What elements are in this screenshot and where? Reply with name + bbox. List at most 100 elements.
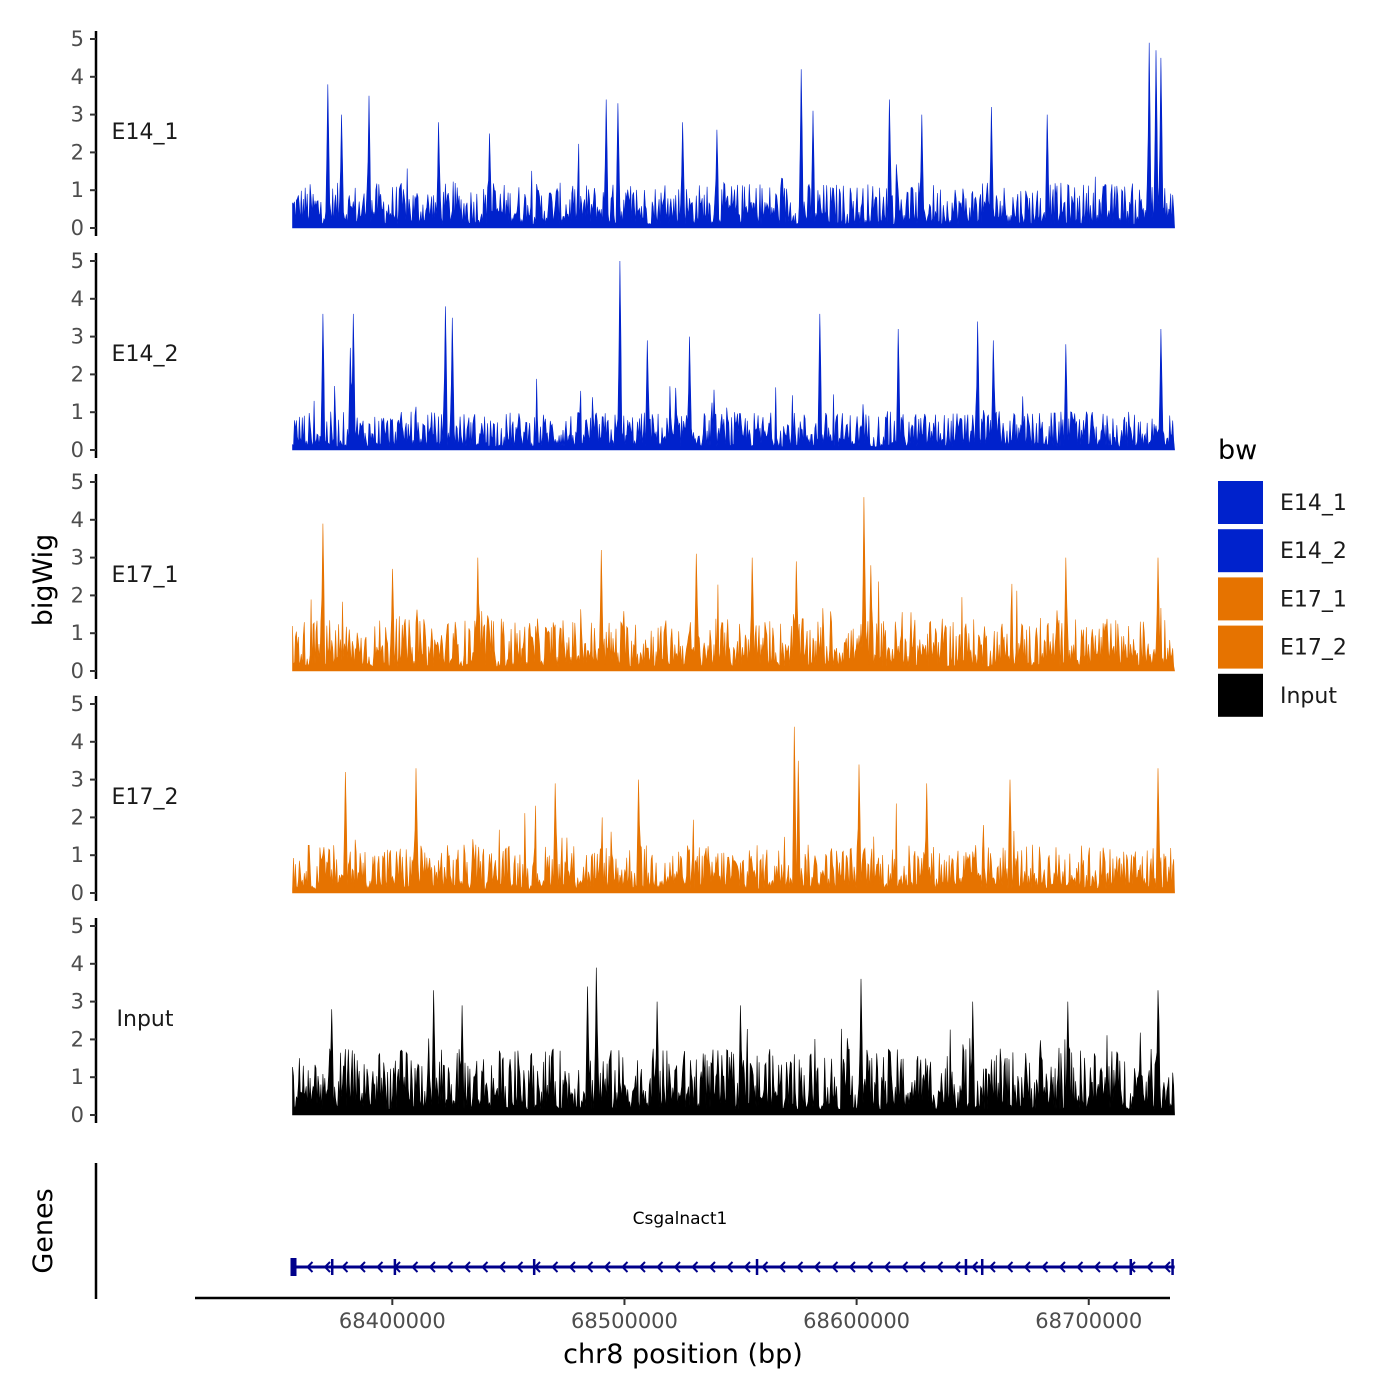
strand-arrow — [603, 1261, 611, 1273]
strand-arrow — [831, 1261, 839, 1273]
strand-arrow — [1076, 1261, 1084, 1273]
y-tick-label: 3 — [71, 546, 84, 570]
legend-swatch-e14_1 — [1218, 481, 1263, 524]
y-tick-label: 4 — [71, 65, 84, 89]
strand-arrow — [306, 1261, 314, 1273]
genes-panel: Genes Csgalnact1 — [28, 1163, 1175, 1299]
track-panel-e14_2: 0 1 2 3 4 5 E14_2 — [71, 249, 1175, 462]
coverage-area-e17_1 — [292, 497, 1175, 672]
y-tick-label: 5 — [71, 692, 84, 716]
y-tick-label: 5 — [71, 27, 84, 51]
track-label-e14_1: E14_1 — [112, 120, 179, 145]
y-tick-label: 0 — [71, 881, 84, 905]
y-tick-label: 5 — [71, 914, 84, 938]
strand-arrow — [341, 1261, 349, 1273]
track-panel-e17_1: 0 1 2 3 4 5 E17_1 — [71, 470, 1175, 683]
strand-arrow — [446, 1261, 454, 1273]
x-tick-label: 68500000 — [571, 1309, 678, 1333]
gene-exon — [755, 1259, 759, 1275]
strand-arrow — [796, 1261, 804, 1273]
track-panel-e17_2: 0 1 2 3 4 5 E17_2 — [71, 692, 1175, 905]
strand-arrow — [1058, 1261, 1066, 1273]
track-label-e17_1: E17_1 — [112, 563, 179, 588]
y-tick-label: 3 — [71, 990, 84, 1014]
gene-exon — [330, 1259, 334, 1275]
legend-label-e14_1: E14_1 — [1280, 491, 1347, 516]
genes-track-title: Genes — [28, 1188, 59, 1273]
strand-arrow — [901, 1261, 909, 1273]
y-tick-label: 1 — [71, 400, 84, 424]
gene-exon — [1171, 1259, 1174, 1275]
strand-arrow — [918, 1261, 926, 1273]
strand-arrow — [848, 1261, 856, 1273]
x-axis: 68400000 68500000 68600000 68700000 — [195, 1296, 1170, 1333]
y-tick-label: 2 — [71, 140, 84, 164]
strand-arrow — [323, 1261, 331, 1273]
strand-arrow — [971, 1261, 979, 1273]
y-tick-label: 4 — [71, 508, 84, 532]
strand-arrow — [883, 1261, 891, 1273]
y-tick-label: 3 — [71, 325, 84, 349]
strand-arrow — [936, 1261, 944, 1273]
strand-arrow — [1111, 1261, 1119, 1273]
strand-arrow — [376, 1261, 384, 1273]
strand-arrow — [673, 1261, 681, 1273]
y-tick-label: 1 — [71, 178, 84, 202]
strand-arrow — [551, 1261, 559, 1273]
strand-arrow — [1006, 1261, 1014, 1273]
legend-label-e17_1: E17_1 — [1280, 587, 1347, 612]
track-label-e14_2: E14_2 — [112, 342, 179, 367]
strand-arrow — [516, 1261, 524, 1273]
x-axis-title: chr8 position (bp) — [563, 1339, 803, 1370]
gene-exon — [980, 1259, 984, 1275]
strand-arrow — [1093, 1261, 1101, 1273]
strand-arrow — [621, 1261, 629, 1273]
track-panel-input: 0 1 2 3 4 5 Input — [71, 914, 1175, 1127]
strand-arrow — [393, 1261, 401, 1273]
coverage-area-e17_2 — [292, 726, 1175, 894]
strand-arrow — [498, 1261, 506, 1273]
y-tick-label: 5 — [71, 249, 84, 273]
coverage-area-input — [292, 967, 1175, 1116]
x-tick-label: 68400000 — [339, 1309, 446, 1333]
strand-arrow — [813, 1261, 821, 1273]
y-tick-label: 2 — [71, 583, 84, 607]
legend: bw E14_1 E14_2 E17_1 E17_2 Input — [1218, 435, 1347, 717]
legend-label-e17_2: E17_2 — [1280, 636, 1347, 661]
strand-arrow — [1041, 1261, 1049, 1273]
strand-arrow — [1128, 1261, 1136, 1273]
strand-arrow — [1146, 1261, 1154, 1273]
y-tick-label: 1 — [71, 1065, 84, 1089]
strand-arrow — [428, 1261, 436, 1273]
y-tick-label: 0 — [71, 438, 84, 462]
y-tick-label: 1 — [71, 843, 84, 867]
gene-exon — [290, 1258, 297, 1276]
legend-swatch-input — [1218, 673, 1263, 717]
track-label-input: Input — [117, 1007, 174, 1032]
legend-label-input: Input — [1280, 684, 1337, 709]
y-tick-label: 2 — [71, 805, 84, 829]
strand-arrow — [568, 1261, 576, 1273]
legend-title: bw — [1218, 435, 1257, 466]
panels-group: 0 1 2 3 4 5 E14_1 0 1 2 3 4 5 E14_2 0 1 2 3 4 5 E17_1 0 1 2 3 4 5 E… — [71, 27, 1175, 1127]
strand-arrow — [463, 1261, 471, 1273]
strand-arrow — [866, 1261, 874, 1273]
y-tick-label: 3 — [71, 768, 84, 792]
y-tick-label: 4 — [71, 730, 84, 754]
y-tick-label: 3 — [71, 103, 84, 127]
y-tick-label: 5 — [71, 470, 84, 494]
y-tick-label: 4 — [71, 287, 84, 311]
strand-arrow — [691, 1261, 699, 1273]
y-tick-label: 4 — [71, 952, 84, 976]
strand-arrow — [708, 1261, 716, 1273]
x-tick-label: 68600000 — [803, 1309, 910, 1333]
y-tick-label: 0 — [71, 659, 84, 683]
y-axis-title: bigWig — [28, 534, 59, 627]
strand-arrow — [761, 1261, 769, 1273]
strand-arrow — [1163, 1261, 1171, 1273]
y-tick-label: 1 — [71, 621, 84, 645]
strand-arrow — [533, 1261, 541, 1273]
strand-arrow — [988, 1261, 996, 1273]
